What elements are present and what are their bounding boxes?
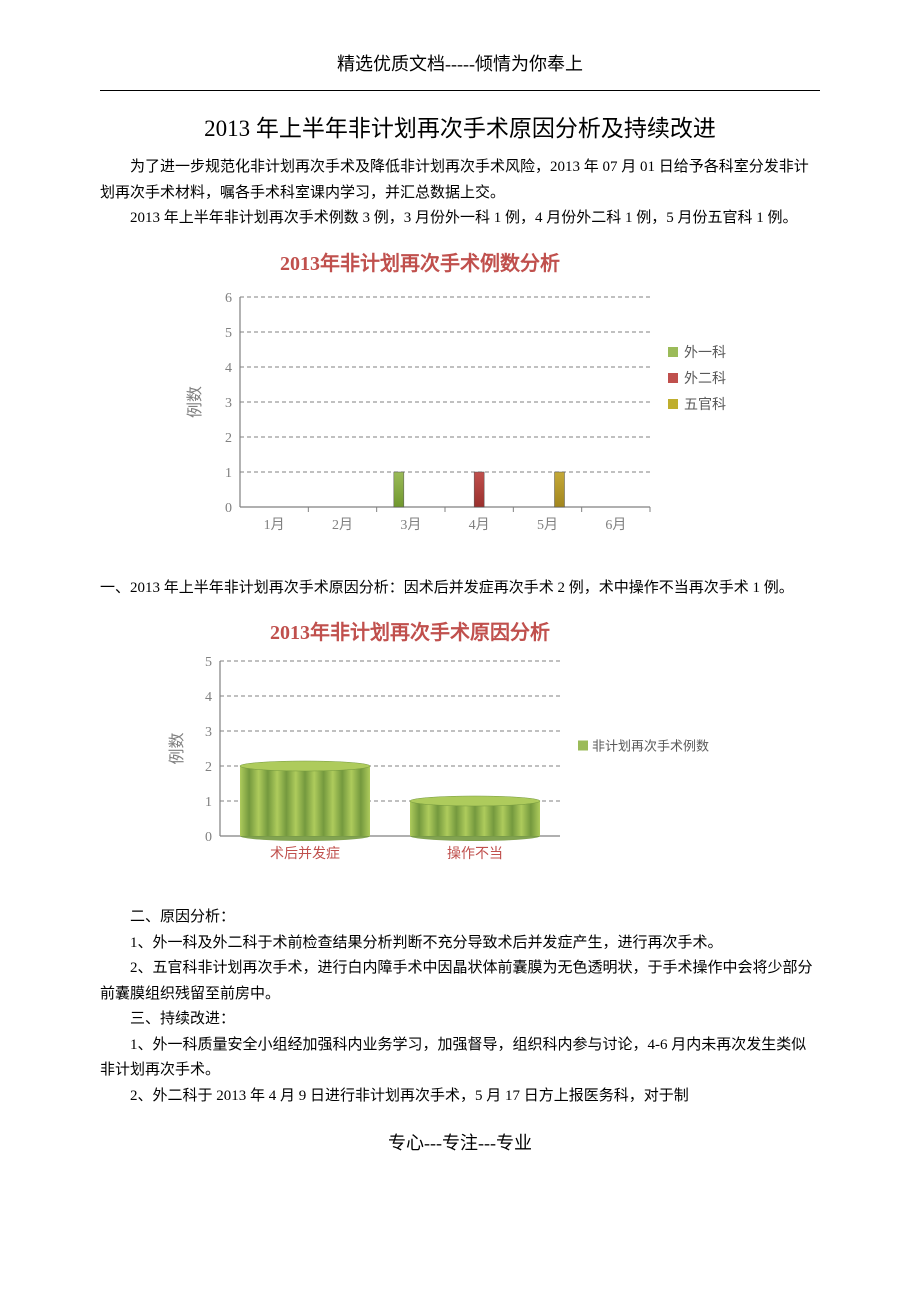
svg-text:0: 0 bbox=[205, 830, 212, 845]
svg-text:4: 4 bbox=[205, 690, 212, 705]
section-3-item-1: 1、外一科质量安全小组经加强科内业务学习，加强督导，组织科内参与讨论，4-6 月… bbox=[100, 1033, 820, 1084]
header-divider bbox=[100, 90, 820, 91]
svg-text:5月: 5月 bbox=[537, 517, 558, 533]
svg-text:1: 1 bbox=[205, 795, 212, 810]
svg-text:2: 2 bbox=[225, 431, 232, 446]
svg-text:3: 3 bbox=[225, 396, 232, 411]
chart-2: 2013年非计划再次手术原因分析 0 1 2 3 4 5 例数术后并发症 操作不当 非计划再次手术… bbox=[100, 611, 820, 891]
document-page: 精选优质文档-----倾情为你奉上 2013 年上半年非计划再次手术原因分析及持… bbox=[0, 0, 920, 1195]
svg-text:操作不当: 操作不当 bbox=[447, 846, 503, 862]
header-note: 精选优质文档-----倾情为你奉上 bbox=[100, 50, 820, 76]
intro-paragraph-1: 为了进一步规范化非计划再次手术及降低非计划再次手术风险，2013 年 07 月 … bbox=[100, 155, 820, 206]
svg-text:2013年非计划再次手术例数分析: 2013年非计划再次手术例数分析 bbox=[280, 251, 560, 275]
svg-text:1月: 1月 bbox=[264, 517, 285, 533]
svg-text:2013年非计划再次手术原因分析: 2013年非计划再次手术原因分析 bbox=[270, 620, 550, 644]
svg-text:例数: 例数 bbox=[186, 385, 204, 417]
svg-text:0: 0 bbox=[225, 501, 232, 516]
svg-text:1: 1 bbox=[225, 466, 232, 481]
section-3-title: 三、持续改进： bbox=[100, 1007, 820, 1033]
svg-text:6月: 6月 bbox=[605, 517, 626, 533]
svg-text:3月: 3月 bbox=[400, 517, 421, 533]
svg-text:五官科: 五官科 bbox=[684, 397, 726, 413]
section-2-item-1: 1、外一科及外二科于术前检查结果分析判断不充分导致术后并发症产生，进行再次手术。 bbox=[100, 931, 820, 957]
section-3-item-2: 2、外二科于 2013 年 4 月 9 日进行非计划再次手术，5 月 17 日方… bbox=[100, 1084, 820, 1110]
svg-text:术后并发症: 术后并发症 bbox=[270, 846, 340, 862]
svg-text:4: 4 bbox=[225, 361, 232, 376]
footer-note: 专心---专注---专业 bbox=[100, 1129, 820, 1155]
chart-1: 2013年非计划再次手术例数分析 0 1 2 3 4 5 6 例数 1月 2月 3月 4月 5月 6月 外一科… bbox=[100, 242, 820, 562]
section-1: 一、2013 年上半年非计划再次手术原因分析：因术后并发症再次手术 2 例，术中… bbox=[100, 576, 820, 602]
svg-text:6: 6 bbox=[225, 291, 232, 306]
svg-text:外二科: 外二科 bbox=[684, 371, 726, 387]
intro-paragraph-2: 2013 年上半年非计划再次手术例数 3 例，3 月份外一科 1 例，4 月份外… bbox=[100, 206, 820, 232]
svg-text:3: 3 bbox=[205, 725, 212, 740]
section-2-item-2: 2、五官科非计划再次手术，进行白内障手术中因晶状体前囊膜为无色透明状，于手术操作… bbox=[100, 956, 820, 1007]
svg-text:5: 5 bbox=[225, 326, 232, 341]
chart-1-svg: 2013年非计划再次手术例数分析 0 1 2 3 4 5 6 例数 1月 2月 3月 4月 5月 6月 外一科… bbox=[150, 242, 770, 562]
svg-text:非计划再次手术例数: 非计划再次手术例数 bbox=[592, 739, 709, 754]
chart-2-svg: 2013年非计划再次手术原因分析 0 1 2 3 4 5 例数术后并发症 操作不当 非计划再次手术… bbox=[140, 611, 780, 891]
svg-text:2月: 2月 bbox=[332, 517, 353, 533]
svg-text:例数: 例数 bbox=[168, 732, 186, 764]
svg-text:4月: 4月 bbox=[469, 517, 490, 533]
section-2-title: 二、原因分析： bbox=[100, 905, 820, 931]
svg-text:外一科: 外一科 bbox=[684, 345, 726, 361]
svg-text:2: 2 bbox=[205, 760, 212, 775]
svg-text:5: 5 bbox=[205, 655, 212, 670]
page-title: 2013 年上半年非计划再次手术原因分析及持续改进 bbox=[100, 109, 820, 143]
